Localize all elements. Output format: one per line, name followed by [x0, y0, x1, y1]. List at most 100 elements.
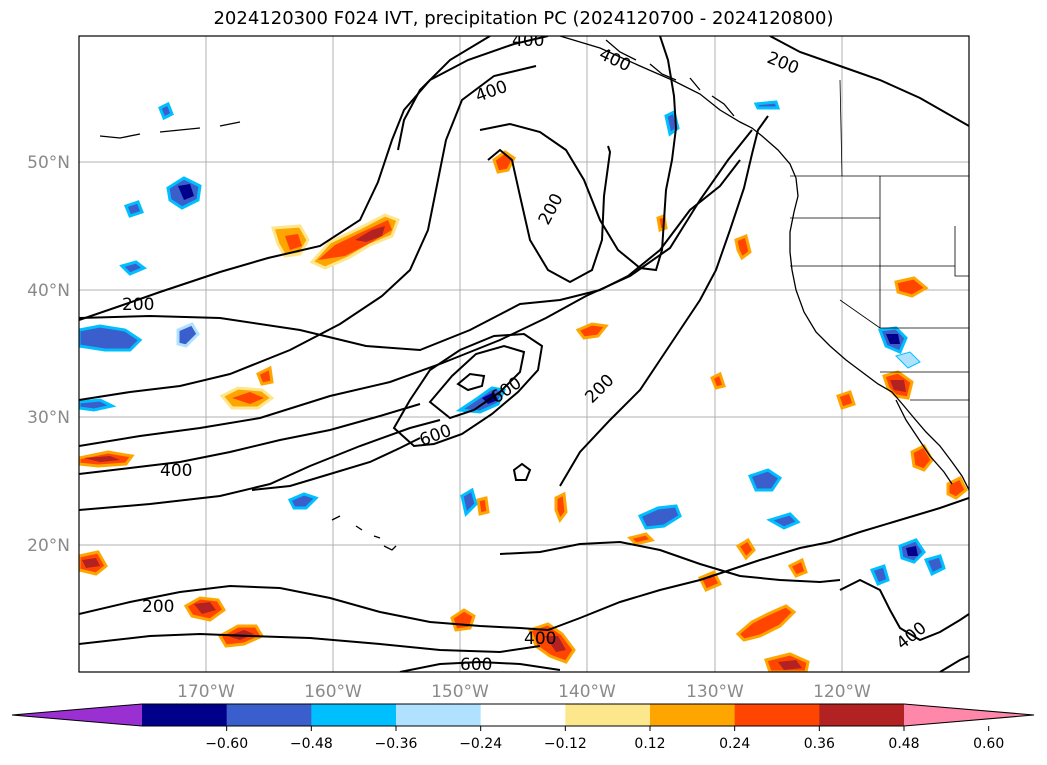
contour-closed-small [512, 462, 532, 481]
precip-blob [79, 324, 143, 352]
alaska-islands [605, 39, 735, 117]
contour-200-tongue [479, 36, 678, 272]
precip-blob [778, 660, 802, 670]
precip-blob [906, 546, 918, 556]
colorbar-tick-label: 0.48 [888, 736, 919, 752]
precip-blob [79, 398, 117, 412]
precip-blob [753, 100, 781, 110]
colorbar-tick-label: −0.12 [544, 736, 587, 752]
colorbar: −0.60 −0.48 −0.36 −0.24 −0.12 0.12 0.24 0.36 0.4… [11, 703, 1035, 752]
precip-blob [545, 636, 566, 652]
north-america-coastline [559, 36, 969, 491]
precip-blob [894, 276, 929, 298]
precip-blob [836, 390, 856, 410]
precip-blob [886, 334, 900, 344]
precip-blob [697, 570, 723, 592]
precip-blob [734, 233, 752, 261]
contour-400-upper [79, 65, 537, 401]
contour-400-arc [397, 36, 491, 151]
precip-blob [946, 475, 968, 500]
coastlines [99, 36, 969, 551]
colorbar-outline [11, 703, 1035, 727]
precip-blob [747, 468, 783, 492]
lon-label: 120°W [813, 682, 871, 702]
gridlines [79, 36, 969, 672]
contour-400-lower [79, 403, 421, 475]
precip-blob [575, 322, 609, 340]
precip-blob [554, 491, 568, 524]
contour-200-east-south [499, 540, 841, 584]
precip-blob [124, 200, 144, 218]
contour-200-main-east [769, 36, 969, 127]
precip-blob [923, 554, 946, 577]
colorbar-segment [734, 704, 820, 726]
contour-200-central [79, 159, 741, 352]
contour-600-bottom [399, 660, 561, 672]
precip-blob [890, 380, 906, 392]
precip-blob [787, 557, 808, 578]
contour-label: 400 [160, 461, 192, 481]
colorbar-tick-label: 0.12 [634, 736, 665, 752]
lat-label: 30°N [27, 408, 70, 428]
precip-blob [82, 558, 100, 568]
colorbar-tick-label: −0.36 [375, 736, 418, 752]
figure-title: 2024120300 F024 IVT, precipitation PC (2… [213, 8, 834, 29]
colorbar-extend-low [12, 704, 142, 726]
precip-blob [476, 496, 490, 516]
precip-blob [194, 602, 216, 614]
contour-southeast-edge [939, 655, 969, 672]
colorbar-segment [819, 704, 905, 726]
lat-label: 40°N [27, 281, 70, 301]
precip-blob [735, 604, 797, 642]
precip-blob [232, 392, 264, 404]
lon-label: 150°W [431, 682, 489, 702]
precip-blob [766, 512, 801, 530]
colorbar-tick-label: −0.48 [290, 736, 333, 752]
colorbar-tick-label: −0.60 [205, 736, 248, 752]
contour-400-south [79, 632, 541, 654]
contour-400-southeast [839, 578, 969, 642]
contour-200-loop [79, 129, 753, 447]
colorbar-tick-label: 0.24 [719, 736, 750, 752]
lon-label: 130°W [686, 682, 744, 702]
colorbar-tick-label: −0.24 [459, 736, 502, 752]
precip-blob [285, 234, 302, 250]
contour-600-lower [79, 419, 441, 511]
precip-blob [637, 504, 682, 530]
contour-800-core [456, 372, 486, 392]
precip-blob [119, 260, 147, 276]
baja-coastline [895, 399, 953, 485]
contour-400-loop-small [251, 437, 421, 491]
ivt-contours [79, 36, 969, 672]
contour-200-south [79, 497, 969, 632]
lat-label: 20°N [27, 536, 70, 556]
colorbar-segment [396, 704, 482, 726]
precip-blob [869, 564, 890, 586]
contour-label: 400 [524, 629, 556, 649]
precip-blob [710, 371, 726, 390]
precip-negative-anomalies [79, 100, 946, 586]
colorbar-segment [650, 704, 736, 726]
longitude-labels: 170°W 160°W 150°W 140°W 130°W 120°W [177, 682, 871, 702]
precip-blob [895, 351, 921, 369]
contour-label: 200 [142, 597, 174, 617]
precip-blob [178, 184, 194, 200]
colorbar-segment [565, 704, 651, 726]
latitude-labels: 50°N 40°N 30°N 20°N [27, 153, 70, 556]
precip-blob [460, 487, 478, 517]
lon-label: 160°W [304, 682, 362, 702]
precip-blob [355, 226, 385, 242]
state-borders [790, 79, 969, 401]
precip-blob [627, 532, 655, 546]
contour-label: 200 [122, 295, 154, 315]
lon-label: 140°W [558, 682, 616, 702]
precip-blob [287, 492, 319, 510]
contour-label: 400 [512, 31, 544, 51]
lon-label: 170°W [177, 682, 235, 702]
precip-blob [84, 456, 120, 462]
colorbar-tick-label: 0.36 [804, 736, 835, 752]
hawaii-islands [331, 515, 397, 551]
precip-blob [735, 537, 756, 561]
colorbar-segment [142, 704, 228, 726]
